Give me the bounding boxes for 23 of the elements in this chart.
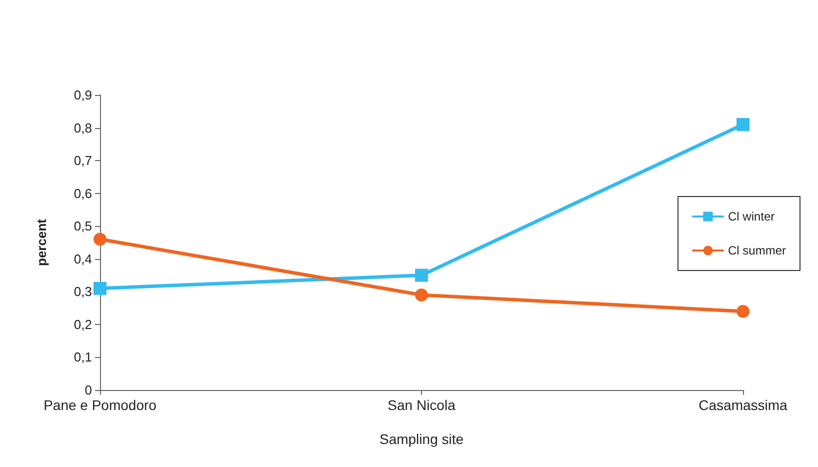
y-tick-label: 0,9 <box>74 88 92 102</box>
y-tick-label: 0 <box>84 382 92 398</box>
point <box>94 232 106 246</box>
legend-label: Cl summer <box>728 244 786 258</box>
point <box>415 268 428 282</box>
y-tick-label: 0,3 <box>74 284 92 300</box>
point <box>736 118 750 131</box>
point <box>94 282 106 295</box>
y-tick-label: 0,1 <box>74 350 92 365</box>
y-tick-label: 0,4 <box>74 251 92 266</box>
y-axis-title: percent <box>34 218 49 266</box>
y-tick-label: 0,6 <box>74 186 92 201</box>
x-axis-title: Sampling site <box>379 431 464 447</box>
y-tick-label: 0,8 <box>74 120 92 136</box>
x-tick-label: Casamassima <box>698 397 788 413</box>
y-tick-label: 0,2 <box>74 316 92 332</box>
y-tick-label: 0,5 <box>74 218 92 234</box>
x-tick-label: Pane e Pomodoro <box>44 397 157 413</box>
legend-label: Cl winter <box>728 210 775 224</box>
y-tick-label: 0,7 <box>74 153 92 168</box>
point <box>415 288 428 302</box>
point <box>736 304 750 318</box>
x-tick-label: San Nicola <box>388 397 456 413</box>
